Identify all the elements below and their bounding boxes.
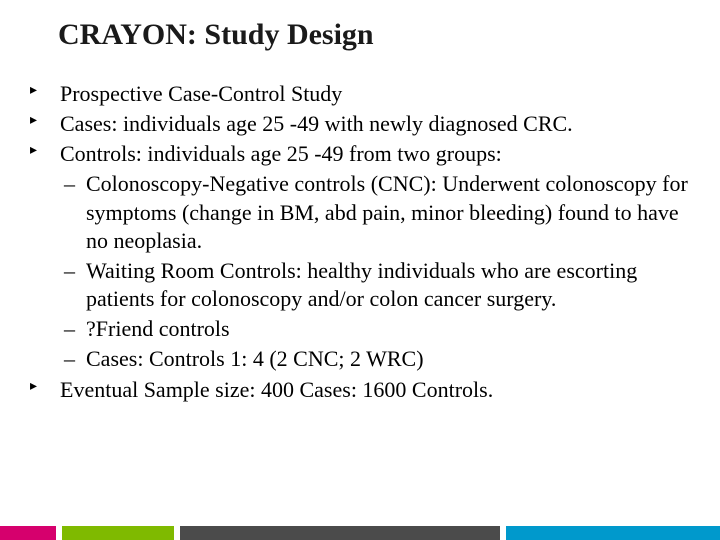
list-item: Prospective Case-Control Study: [28, 80, 700, 108]
list-item-text: Cases: Controls 1: 4 (2 CNC; 2 WRC): [86, 346, 424, 371]
page-title: CRAYON: Study Design: [58, 18, 700, 52]
list-item: Cases: Controls 1: 4 (2 CNC; 2 WRC): [60, 345, 700, 373]
list-item-text: ?Friend controls: [86, 316, 230, 341]
footer-segment: [62, 526, 174, 540]
list-item: Eventual Sample size: 400 Cases: 1600 Co…: [28, 376, 700, 404]
list-item: Colonoscopy-Negative controls (CNC): Und…: [60, 170, 700, 254]
slide: CRAYON: Study Design Prospective Case-Co…: [0, 0, 720, 540]
list-item-text: Eventual Sample size: 400 Cases: 1600 Co…: [60, 377, 493, 402]
list-item: ?Friend controls: [60, 315, 700, 343]
list-item-text: Prospective Case-Control Study: [60, 81, 342, 106]
list-item-text: Colonoscopy-Negative controls (CNC): Und…: [86, 171, 688, 252]
footer-segment: [506, 526, 720, 540]
list-item: Cases: individuals age 25 -49 with newly…: [28, 110, 700, 138]
list-item-text: Cases: individuals age 25 -49 with newly…: [60, 111, 573, 136]
list-item: Waiting Room Controls: healthy individua…: [60, 257, 700, 313]
footer-segment: [180, 526, 500, 540]
footer-bar: [0, 526, 720, 540]
list-item-text: Controls: individuals age 25 -49 from tw…: [60, 141, 502, 166]
sub-bullet-list: Colonoscopy-Negative controls (CNC): Und…: [60, 170, 700, 373]
list-item-text: Waiting Room Controls: healthy individua…: [86, 258, 637, 311]
list-item: Controls: individuals age 25 -49 from tw…: [28, 140, 700, 373]
bullet-list: Prospective Case-Control Study Cases: in…: [28, 80, 700, 404]
footer-segment: [0, 526, 56, 540]
content-area: Prospective Case-Control Study Cases: in…: [20, 80, 700, 404]
